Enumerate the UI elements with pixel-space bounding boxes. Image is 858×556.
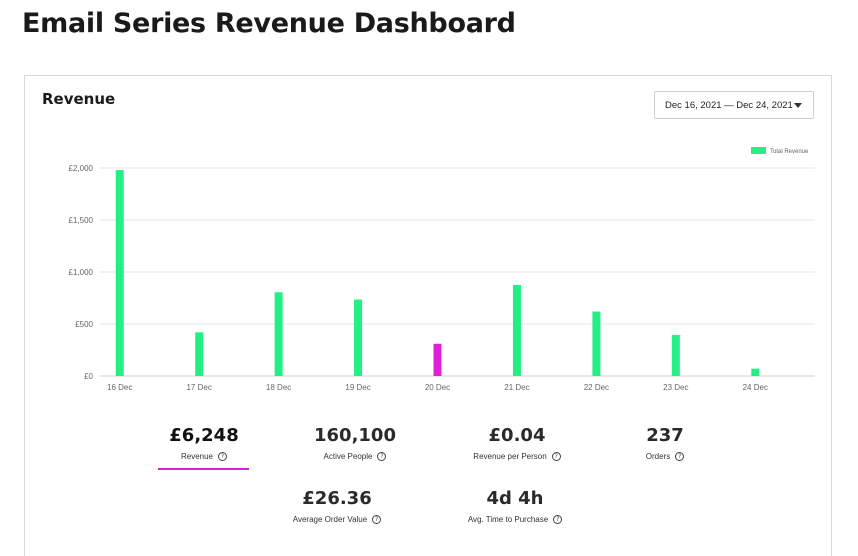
question-circle-icon[interactable]: ? — [218, 452, 228, 462]
kpi-value: £6,248 — [169, 425, 239, 446]
question-circle-icon[interactable]: ? — [372, 515, 382, 525]
kpi-active-people[interactable]: 160,100 Active People? — [280, 425, 430, 464]
kpi-value: 237 — [646, 425, 684, 446]
bar — [115, 170, 124, 376]
kpi-value: £0.04 — [488, 425, 546, 446]
x-tick-label: 24 Dec — [743, 383, 768, 392]
kpi-label: Avg. Time to Purchase? — [468, 515, 563, 525]
bar — [433, 343, 442, 376]
x-tick-label: 20 Dec — [425, 383, 450, 392]
kpi-label: Orders? — [646, 452, 685, 462]
x-tick-label: 21 Dec — [504, 383, 529, 392]
x-tick-label: 19 Dec — [345, 383, 370, 392]
x-tick-label: 23 Dec — [663, 383, 688, 392]
date-range-text: Dec 16, 2021 — Dec 24, 2021 — [665, 99, 793, 111]
x-tick-label: 16 Dec — [107, 383, 132, 392]
question-circle-icon[interactable]: ? — [675, 452, 685, 462]
kpi-value: £26.36 — [302, 488, 372, 509]
question-circle-icon[interactable]: ? — [377, 452, 387, 462]
kpi-label: Revenue per Person? — [473, 452, 561, 462]
y-tick-label: £1,500 — [69, 216, 94, 225]
bar — [354, 299, 363, 376]
kpi-revenue[interactable]: £6,248 Revenue? — [129, 425, 279, 464]
bar — [592, 311, 601, 376]
bar — [751, 368, 760, 376]
y-tick-label: £2,000 — [69, 164, 94, 173]
bar — [195, 332, 204, 376]
kpi-value: 160,100 — [314, 425, 396, 446]
y-tick-label: £500 — [75, 320, 93, 329]
kpi-average-order-value[interactable]: £26.36 Average Order Value? — [262, 488, 412, 527]
bar — [274, 292, 283, 376]
x-tick-label: 18 Dec — [266, 383, 291, 392]
legend-label: Total Revenue — [770, 149, 809, 155]
legend-swatch — [751, 147, 766, 154]
kpi-label: Average Order Value? — [293, 515, 382, 525]
x-tick-label: 22 Dec — [584, 383, 609, 392]
kpi-avg-time-to-purchase[interactable]: 4d 4h Avg. Time to Purchase? — [440, 488, 590, 527]
active-kpi-underline — [158, 468, 249, 470]
caret-down-icon[interactable] — [794, 103, 802, 108]
y-tick-label: £1,000 — [69, 268, 94, 277]
kpi-orders[interactable]: 237 Orders? — [590, 425, 740, 464]
question-circle-icon[interactable]: ? — [551, 452, 561, 462]
question-circle-icon[interactable]: ? — [553, 515, 563, 525]
x-tick-label: 17 Dec — [186, 383, 211, 392]
date-range-picker[interactable]: Dec 16, 2021 — Dec 24, 2021 — [654, 91, 814, 119]
y-tick-label: £0 — [84, 372, 93, 381]
card-title: Revenue — [42, 90, 116, 108]
revenue-card: Revenue Dec 16, 2021 — Dec 24, 2021 — [24, 75, 832, 556]
kpi-label: Active People? — [324, 452, 387, 462]
page-title: Email Series Revenue Dashboard — [22, 8, 516, 39]
kpi-label: Revenue? — [181, 452, 228, 462]
kpi-value: 4d 4h — [486, 488, 544, 509]
bar — [512, 285, 521, 376]
kpi-revenue-per-person[interactable]: £0.04 Revenue per Person? — [442, 425, 592, 464]
bar — [671, 334, 680, 376]
